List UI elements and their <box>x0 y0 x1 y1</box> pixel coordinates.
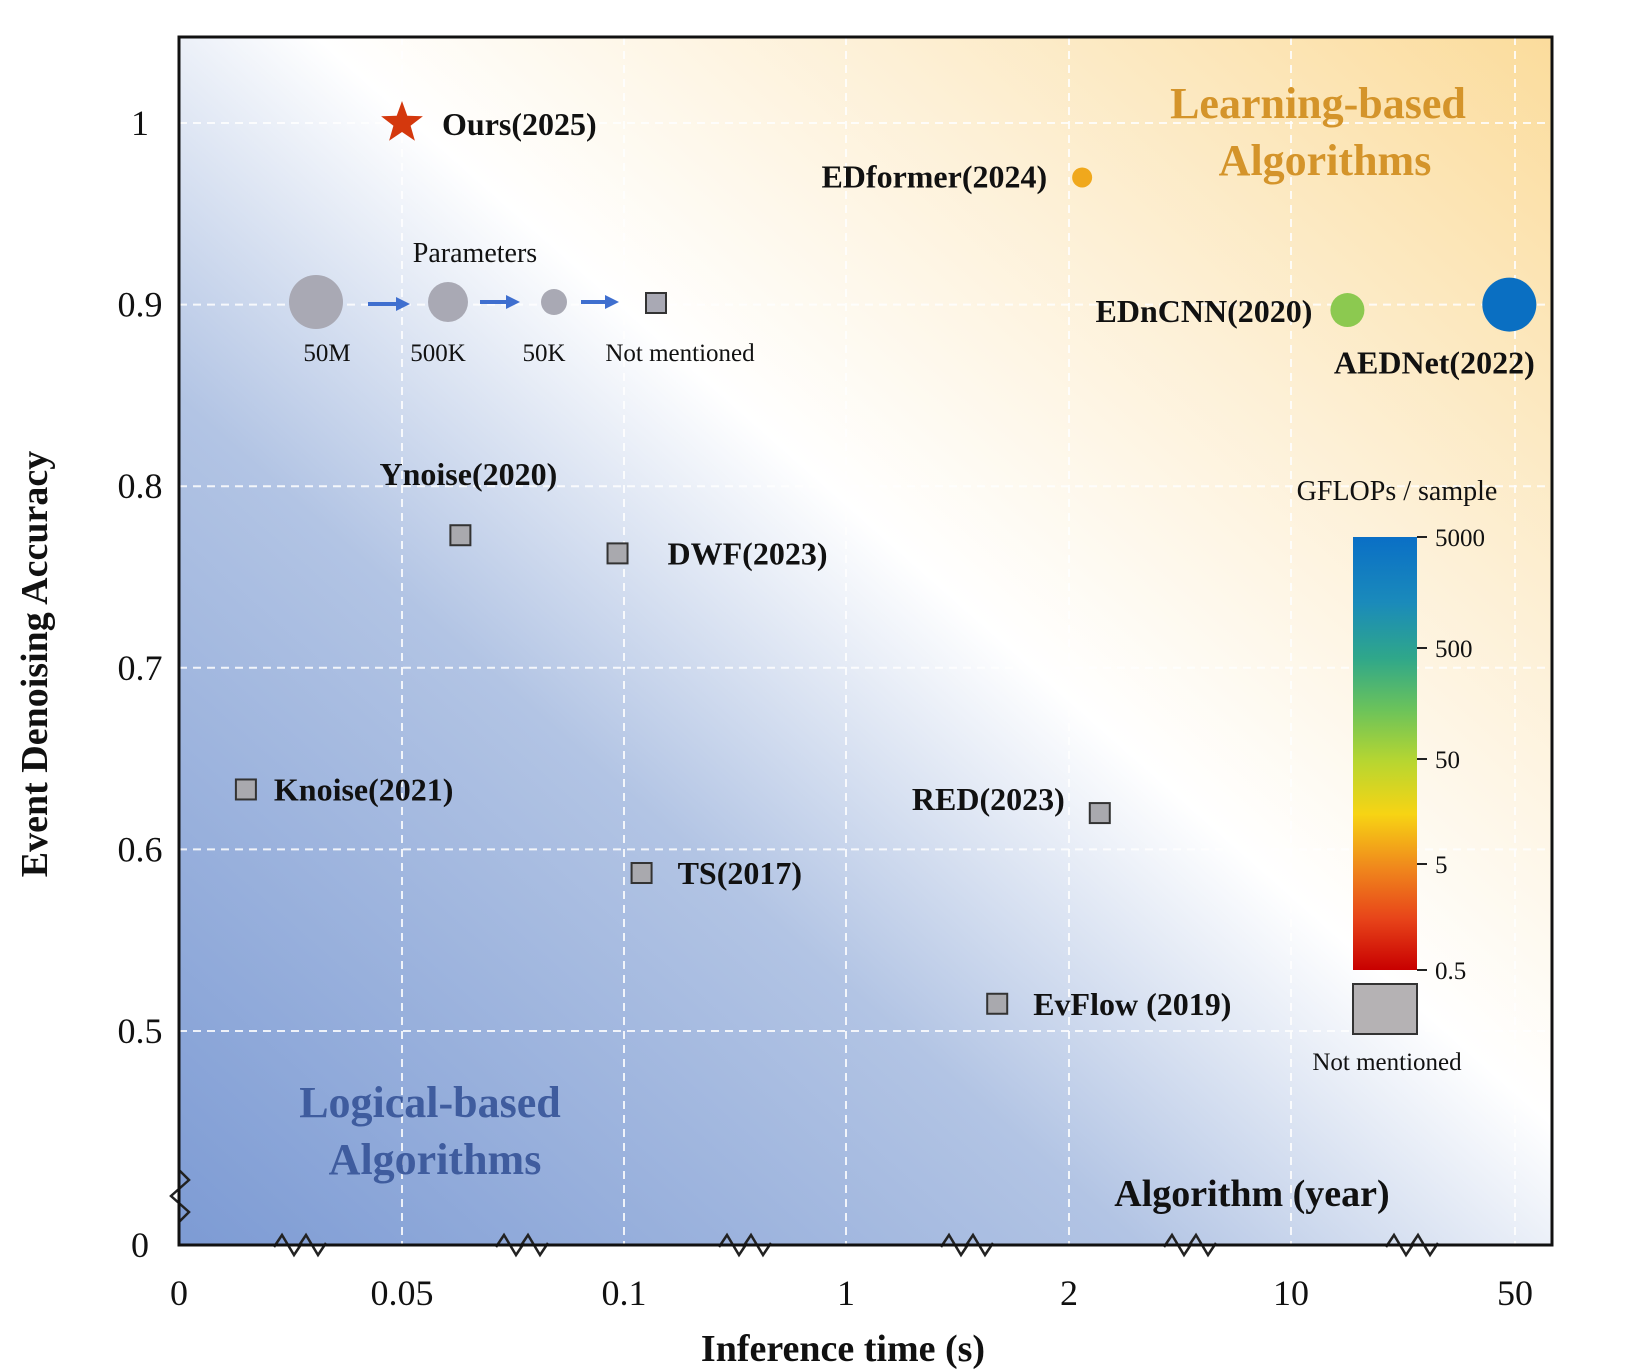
y-tick-label: 0 <box>131 1225 149 1265</box>
y-axis-break-mark <box>169 1169 191 1223</box>
point-ours-2025 <box>381 101 423 141</box>
colorbar-ticks: 5000 500 50 5 0.5 <box>1417 525 1485 985</box>
point-label-red-2023: RED(2023) <box>912 781 1065 817</box>
x-tick-label: 0 <box>170 1273 188 1313</box>
x-tick-label: 0.05 <box>371 1273 434 1313</box>
point-label-aednet-2022: AEDNet(2022) <box>1334 345 1535 381</box>
colorbar-not-mentioned-swatch <box>1352 983 1418 1035</box>
point-ts-2017 <box>630 862 653 885</box>
plot-background <box>179 37 1552 1245</box>
x-tick-label: 10 <box>1273 1273 1309 1313</box>
grid-lines <box>179 37 1552 1245</box>
data-points: Ours(2025) EDformer(2024) EDnCNN(2020) AEDN… <box>234 101 1537 1022</box>
point-aednet-2022 <box>1482 277 1537 332</box>
point-label-evflow-2019: EvFlow (2019) <box>1033 986 1231 1022</box>
legend-arrow-2 <box>480 295 520 309</box>
x-tick-labels: 0 0.05 0.1 1 2 10 50 <box>170 1273 1533 1313</box>
legend-size-label-50m: 50M <box>303 340 350 367</box>
legend-size-50k <box>541 289 567 315</box>
colorbar-not-mentioned-label: Not mentioned <box>1312 1049 1462 1076</box>
legend-size-label-not-mentioned: Not mentioned <box>605 340 755 367</box>
legend-size-500k <box>428 282 468 322</box>
logical-region-label-line1: Logical-based <box>299 1078 561 1127</box>
y-axis-title: Event Denoising Accuracy <box>14 451 56 877</box>
point-label-ours-2025: Ours(2025) <box>442 106 597 142</box>
x-tick-label: 1 <box>837 1273 855 1313</box>
point-label-ynoise-2020: Ynoise(2020) <box>380 456 558 492</box>
point-label-dwf-2023: DWF(2023) <box>668 535 828 571</box>
point-knoise-2021 <box>234 778 257 801</box>
point-edncnn-2020 <box>1330 293 1365 328</box>
y-tick-label: 0.8 <box>118 466 163 506</box>
colorbar-gradient <box>1353 537 1417 970</box>
y-tick-labels: 0 0.5 0.6 0.7 0.8 0.9 1 <box>118 103 163 1265</box>
colorbar-title: GFLOPs / sample <box>1297 476 1498 507</box>
colorbar-tick-label: 50 <box>1435 747 1460 774</box>
legend-arrow-3 <box>581 295 619 309</box>
y-tick-label: 1 <box>131 103 149 143</box>
x-axis-title: Inference time (s) <box>701 1328 985 1370</box>
point-evflow-2019 <box>986 992 1009 1015</box>
parameters-legend: Parameters 50M 500K 50K Not mentioned <box>289 238 755 367</box>
x-tick-label: 0.1 <box>602 1273 647 1313</box>
colorbar-tick-label: 0.5 <box>1435 958 1466 985</box>
algorithm-year-note: Algorithm (year) <box>1114 1173 1389 1215</box>
point-red-2023 <box>1088 802 1111 825</box>
parameters-legend-title: Parameters <box>413 238 537 269</box>
learning-region-label-line1: Learning-based <box>1170 79 1466 128</box>
point-edformer-2024 <box>1072 167 1093 188</box>
legend-size-label-50k: 50K <box>522 340 565 367</box>
colorbar-tick-label: 5000 <box>1435 525 1485 552</box>
legend-size-50m <box>289 275 343 329</box>
y-tick-label: 0.9 <box>118 285 163 325</box>
colorbar-tick-label: 5 <box>1435 852 1448 879</box>
learning-region-label-line2: Algorithms <box>1219 136 1432 185</box>
legend-arrow-1 <box>368 297 410 311</box>
point-dwf-2023 <box>606 542 629 565</box>
y-tick-label: 0.6 <box>118 829 163 869</box>
point-label-knoise-2021: Knoise(2021) <box>274 771 454 807</box>
y-tick-label: 0.5 <box>118 1011 163 1051</box>
point-label-edncnn-2020: EDnCNN(2020) <box>1096 293 1313 329</box>
point-label-edformer-2024: EDformer(2024) <box>821 158 1047 194</box>
gflops-colorbar: GFLOPs / sample 5000 500 50 5 0.5 Not mentio… <box>1297 476 1498 1076</box>
y-tick-label: 0.7 <box>118 648 163 688</box>
point-label-ts-2017: TS(2017) <box>678 855 802 891</box>
x-tick-label: 2 <box>1060 1273 1078 1313</box>
x-tick-label: 50 <box>1497 1273 1533 1313</box>
colorbar-tick-label: 500 <box>1435 636 1473 663</box>
legend-size-not-mentioned <box>645 292 667 314</box>
plot-frame <box>177 35 1554 1247</box>
point-ynoise-2020 <box>449 524 472 547</box>
logical-region-label-line2: Algorithms <box>329 1135 542 1184</box>
legend-size-label-500k: 500K <box>410 340 466 367</box>
